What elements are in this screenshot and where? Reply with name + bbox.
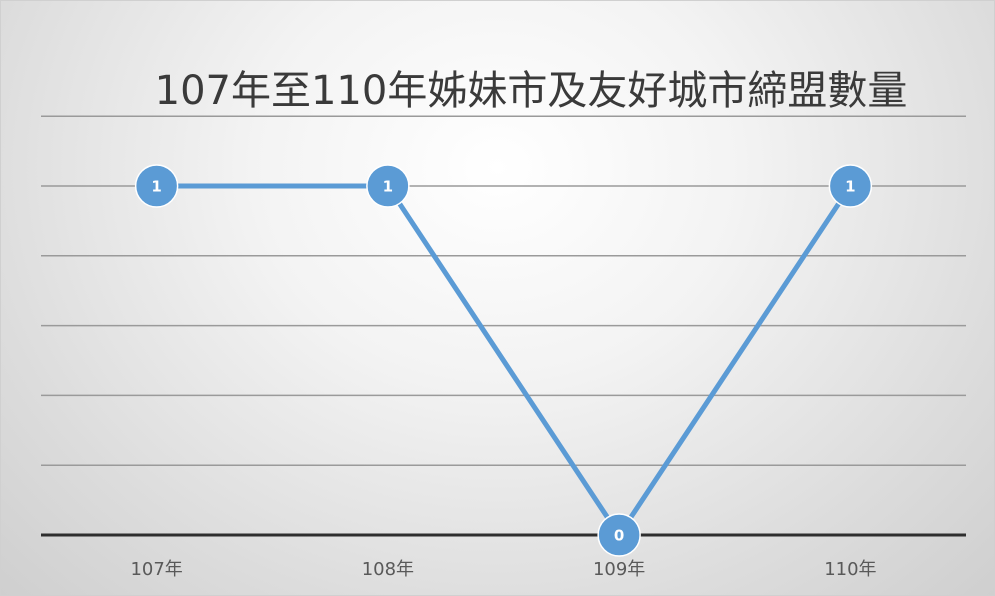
x-tick-label: 110年 bbox=[824, 559, 876, 580]
x-tick-label: 107年 bbox=[130, 559, 182, 580]
data-label: 1 bbox=[151, 178, 161, 196]
x-tick-label: 109年 bbox=[593, 559, 645, 580]
data-label: 1 bbox=[383, 178, 393, 196]
data-label: 1 bbox=[845, 178, 855, 196]
data-point bbox=[828, 164, 873, 208]
data-point bbox=[134, 164, 179, 208]
data-point bbox=[597, 513, 641, 557]
data-point bbox=[366, 164, 410, 208]
chart-title: 107年至110年姊妹市及友好城市締盟數量 bbox=[154, 68, 908, 114]
x-tick-label: 108年 bbox=[362, 559, 414, 580]
series-line bbox=[156, 183, 853, 538]
data-label: 0 bbox=[614, 527, 624, 545]
